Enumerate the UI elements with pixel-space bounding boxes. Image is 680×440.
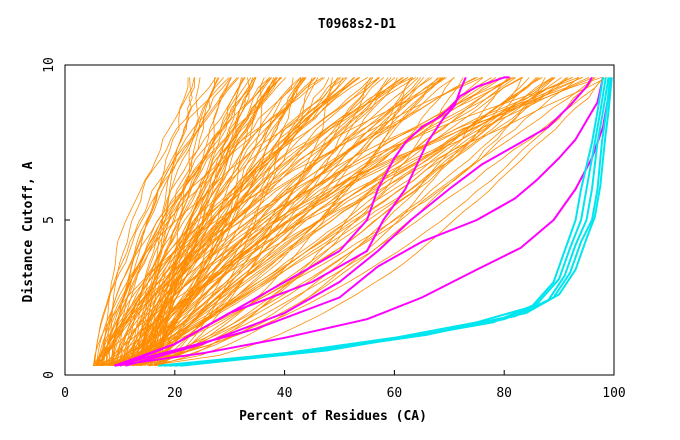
orange-model-line	[150, 77, 413, 366]
orange-model-line	[112, 77, 425, 367]
orange-model-line	[137, 77, 283, 366]
orange-model-line	[128, 77, 512, 366]
orange-model-line	[124, 77, 580, 367]
x-axis-label: Percent of Residues (CA)	[239, 409, 427, 424]
orange-model-line	[155, 77, 333, 367]
orange-model-line	[121, 77, 306, 367]
x-tick-label: 40	[277, 386, 293, 401]
orange-model-line	[140, 77, 275, 367]
y-tick-label: 0	[42, 371, 57, 379]
orange-model-line	[109, 77, 189, 366]
x-tick-label: 20	[167, 386, 183, 401]
orange-model-line	[135, 77, 579, 366]
x-axis: 0 20 40 60 80 100	[61, 370, 626, 401]
orange-model-line	[100, 77, 515, 366]
orange-model-line	[135, 77, 554, 367]
orange-model-line	[144, 77, 273, 366]
orange-model-line	[122, 77, 583, 366]
orange-model-line	[103, 77, 195, 366]
orange-model-line	[149, 77, 604, 367]
plot-area	[92, 76, 613, 367]
orange-model-line	[131, 77, 464, 367]
orange-model-line	[108, 77, 568, 367]
orange-model-line	[132, 77, 414, 367]
orange-model-line	[141, 77, 313, 367]
orange-model-line	[154, 77, 409, 366]
orange-model-line	[92, 77, 219, 367]
orange-model-line	[94, 77, 238, 366]
orange-model-line	[124, 77, 257, 366]
orange-model-line	[114, 77, 553, 367]
orange-model-line	[110, 77, 307, 367]
x-tick-label: 0	[61, 386, 69, 401]
orange-model-line	[130, 77, 539, 367]
orange-model-line	[102, 77, 245, 366]
orange-model-line	[161, 77, 374, 367]
orange-model-line	[94, 77, 225, 366]
magenta-1-line	[114, 76, 510, 367]
chart-title: T0968s2-D1	[318, 17, 396, 32]
magenta-4-line	[114, 77, 604, 367]
y-axis: 0 5 10	[42, 57, 70, 379]
orange-model-line	[116, 77, 562, 367]
orange-model-line	[97, 77, 355, 366]
orange-model-line	[112, 77, 250, 367]
orange-model-line	[95, 77, 270, 366]
orange-model-line	[99, 77, 433, 366]
orange-model-line	[147, 77, 342, 366]
orange-model-line	[124, 77, 522, 367]
orange-model-line	[105, 77, 240, 366]
orange-model-line	[93, 77, 483, 366]
magenta-3-line	[125, 76, 593, 367]
orange-model-line	[111, 77, 476, 366]
orange-model-line	[111, 77, 232, 366]
orange-model-line	[131, 77, 281, 366]
orange-model-line	[148, 77, 523, 367]
x-tick-label: 80	[496, 386, 512, 401]
y-tick-label: 10	[42, 57, 57, 73]
orange-model-line	[107, 77, 556, 367]
magenta-5-line	[114, 77, 613, 367]
cyan-5-line	[180, 77, 613, 367]
orange-model-line	[122, 77, 196, 366]
magenta-2-line	[119, 76, 467, 367]
orange-model-line	[105, 77, 242, 367]
orange-model-line	[156, 77, 430, 367]
y-axis-label: Distance Cutoff, A	[21, 161, 36, 302]
y-tick-label: 5	[42, 216, 57, 224]
x-tick-label: 60	[387, 386, 403, 401]
orange-model-line	[96, 77, 361, 366]
orange-model-line	[101, 77, 596, 367]
orange-model-line	[136, 77, 604, 367]
orange-model-line	[156, 77, 319, 366]
x-tick-label: 100	[602, 386, 625, 401]
orange-model-line	[128, 77, 193, 366]
orange-model-line	[114, 77, 359, 366]
orange-model-line	[149, 77, 543, 367]
orange-model-line	[96, 77, 257, 366]
orange-model-line	[122, 77, 409, 366]
orange-model-line	[142, 77, 232, 366]
orange-model-line	[147, 77, 517, 366]
orange-model-line	[154, 77, 537, 367]
